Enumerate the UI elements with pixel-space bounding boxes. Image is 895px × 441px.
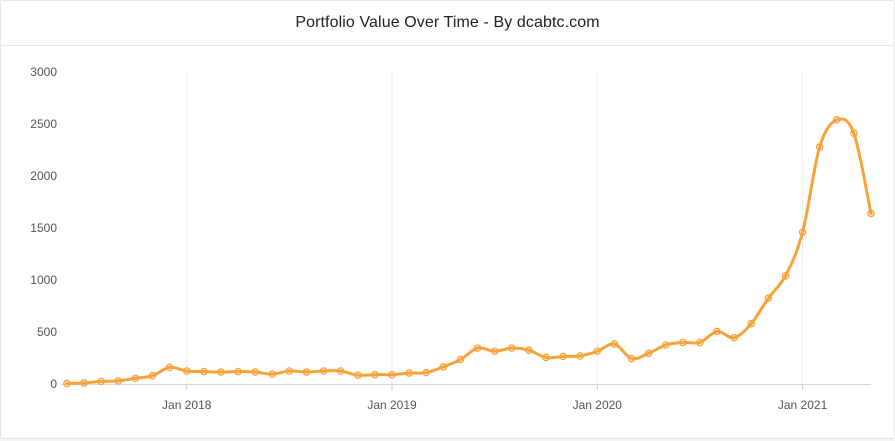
data-point-9[interactable]: [217, 368, 225, 376]
y-tick-label-3: 1500: [30, 221, 57, 235]
data-point-17[interactable]: [354, 371, 362, 379]
data-point-14[interactable]: [302, 368, 311, 376]
y-tick-label-1: 500: [37, 325, 57, 339]
data-point-19[interactable]: [388, 370, 396, 379]
card-header: Portfolio Value Over Time - By dcabtc.co…: [1, 1, 894, 46]
data-point-21[interactable]: [422, 368, 431, 377]
data-point-45[interactable]: [832, 116, 841, 124]
data-point-8[interactable]: [200, 367, 208, 376]
point-layer: [63, 116, 875, 388]
axis-layer: 0 500 1000 1500 2000 2500 3000 Jan 2018 Jan 2019…: [30, 65, 871, 412]
data-point-15[interactable]: [319, 367, 328, 375]
data-point-7[interactable]: [182, 367, 191, 375]
data-point-33[interactable]: [627, 354, 636, 363]
data-point-6[interactable]: [165, 363, 174, 372]
data-point-34[interactable]: [644, 349, 653, 358]
data-point-2[interactable]: [97, 377, 106, 386]
chart-title: Portfolio Value Over Time - By dcabtc.co…: [295, 14, 600, 31]
data-point-1[interactable]: [80, 379, 88, 387]
data-point-35[interactable]: [661, 341, 670, 349]
x-tick-label-0: Jan 2018: [162, 398, 212, 412]
data-point-25[interactable]: [490, 347, 499, 356]
grid-layer: [186, 72, 804, 384]
data-point-24[interactable]: [473, 344, 482, 352]
data-point-11[interactable]: [251, 368, 259, 376]
data-point-36[interactable]: [679, 338, 687, 347]
data-point-27[interactable]: [525, 346, 533, 355]
data-point-23[interactable]: [456, 355, 465, 364]
data-point-41[interactable]: [764, 294, 773, 303]
y-tick-label-4: 2000: [30, 169, 57, 183]
data-point-46[interactable]: [850, 129, 858, 138]
data-point-12[interactable]: [268, 370, 277, 378]
data-point-44[interactable]: [815, 143, 824, 151]
data-point-30[interactable]: [576, 352, 584, 360]
series-line-portfolio-value: [65, 117, 873, 385]
data-point-42[interactable]: [781, 272, 790, 280]
data-point-26[interactable]: [507, 344, 516, 352]
data-point-37[interactable]: [696, 338, 704, 347]
data-point-0[interactable]: [63, 379, 71, 388]
data-point-4[interactable]: [131, 374, 140, 383]
y-tick-label-6: 3000: [30, 65, 57, 79]
x-tick-label-2: Jan 2020: [573, 398, 623, 412]
y-tick-label-5: 2500: [30, 117, 57, 131]
data-point-32[interactable]: [610, 340, 619, 348]
data-point-13[interactable]: [285, 367, 294, 375]
data-point-47[interactable]: [867, 209, 875, 218]
data-point-43[interactable]: [798, 228, 807, 236]
data-point-29[interactable]: [559, 352, 567, 361]
data-point-20[interactable]: [405, 369, 413, 377]
line-layer: [65, 117, 873, 385]
data-point-40[interactable]: [747, 319, 756, 328]
data-point-16[interactable]: [336, 367, 345, 375]
line-chart: 0 500 1000 1500 2000 2500 3000 Jan 2018 Jan 2019…: [30, 65, 875, 412]
data-point-28[interactable]: [542, 353, 550, 362]
data-point-38[interactable]: [713, 327, 721, 336]
y-tick-label-2: 1000: [30, 273, 57, 287]
chart-area: 0 500 1000 1500 2000 2500 3000 Jan 2018 Jan 2019…: [1, 46, 894, 436]
data-point-10[interactable]: [234, 367, 242, 376]
data-point-39[interactable]: [730, 333, 738, 342]
x-tick-label-3: Jan 2021: [778, 398, 828, 412]
x-tick-label-1: Jan 2019: [367, 398, 417, 412]
data-point-3[interactable]: [114, 377, 123, 385]
data-point-31[interactable]: [593, 347, 602, 356]
data-point-18[interactable]: [371, 370, 379, 379]
data-point-22[interactable]: [439, 363, 448, 371]
data-point-5[interactable]: [148, 371, 157, 380]
y-tick-label-0: 0: [50, 377, 57, 391]
